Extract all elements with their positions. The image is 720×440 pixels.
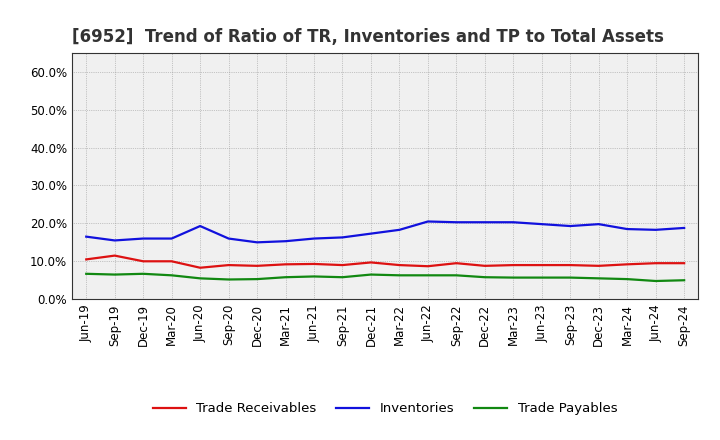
Legend: Trade Receivables, Inventories, Trade Payables: Trade Receivables, Inventories, Trade Pa… [148,397,623,421]
Trade Payables [480,275,489,280]
Trade Receivables [566,262,575,268]
Trade Payables [253,276,261,282]
Trade Receivables [167,259,176,264]
Trade Payables [282,275,290,280]
Trade Receivables [623,262,631,267]
Trade Receivables [196,265,204,270]
Trade Payables [680,278,688,283]
Trade Receivables [509,262,518,268]
Inventories [566,224,575,229]
Trade Payables [566,275,575,280]
Trade Payables [310,274,318,279]
Trade Payables [452,273,461,278]
Inventories [652,227,660,232]
Trade Receivables [680,260,688,266]
Trade Receivables [480,263,489,268]
Line: Trade Payables: Trade Payables [86,274,684,281]
Trade Payables [167,273,176,278]
Trade Receivables [395,262,404,268]
Inventories [139,236,148,241]
Inventories [82,234,91,239]
Trade Payables [196,276,204,281]
Trade Receivables [537,262,546,268]
Line: Trade Receivables: Trade Receivables [86,256,684,268]
Trade Payables [139,271,148,276]
Inventories [196,224,204,229]
Trade Payables [395,273,404,278]
Inventories [395,227,404,232]
Trade Receivables [139,259,148,264]
Trade Payables [423,273,432,278]
Trade Receivables [366,260,375,265]
Trade Receivables [282,262,290,267]
Inventories [452,220,461,225]
Inventories [253,240,261,245]
Trade Receivables [338,262,347,268]
Trade Receivables [253,263,261,268]
Inventories [595,221,603,227]
Trade Payables [338,275,347,280]
Inventories [110,238,119,243]
Text: [6952]  Trend of Ratio of TR, Inventories and TP to Total Assets: [6952] Trend of Ratio of TR, Inventories… [72,28,664,46]
Trade Payables [623,276,631,282]
Trade Receivables [82,257,91,262]
Inventories [225,236,233,241]
Trade Payables [509,275,518,280]
Trade Payables [110,272,119,277]
Trade Payables [595,276,603,281]
Trade Payables [225,277,233,282]
Inventories [338,235,347,240]
Trade Receivables [595,263,603,268]
Trade Receivables [452,260,461,266]
Trade Payables [537,275,546,280]
Inventories [480,220,489,225]
Trade Receivables [652,260,660,266]
Inventories [537,221,546,227]
Inventories [167,236,176,241]
Trade Receivables [225,262,233,268]
Inventories [623,227,631,232]
Line: Inventories: Inventories [86,221,684,242]
Trade Receivables [310,261,318,267]
Trade Payables [652,279,660,284]
Inventories [366,231,375,236]
Inventories [423,219,432,224]
Inventories [680,225,688,231]
Inventories [310,236,318,241]
Trade Receivables [423,264,432,269]
Trade Payables [82,271,91,276]
Inventories [509,220,518,225]
Trade Payables [366,272,375,277]
Inventories [282,238,290,244]
Trade Receivables [110,253,119,258]
